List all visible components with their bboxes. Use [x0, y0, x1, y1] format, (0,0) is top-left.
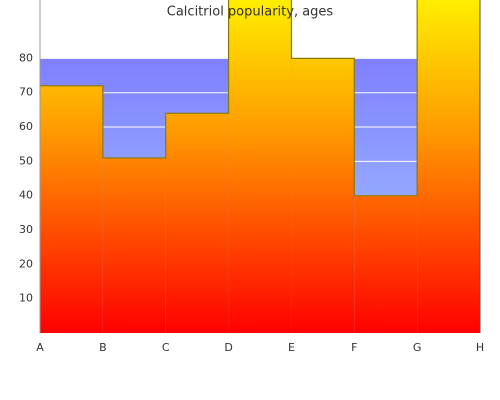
plot-area — [40, 0, 480, 333]
y-tick-label: 70 — [19, 86, 33, 99]
y-tick-label: 20 — [19, 257, 33, 270]
y-tick-label: 60 — [19, 120, 33, 133]
step-bar — [165, 113, 229, 333]
y-tick-label: 10 — [19, 292, 33, 305]
step-outline — [40, 0, 418, 197]
x-tick-label: C — [162, 341, 170, 354]
x-tick-label: G — [413, 341, 422, 354]
step-bar — [417, 0, 480, 333]
x-tick-label: F — [351, 341, 357, 354]
step-bar — [102, 157, 166, 333]
x-tick-label: A — [36, 341, 44, 354]
x-tick-label: B — [99, 341, 107, 354]
x-tick-label: H — [476, 341, 484, 354]
step-bar — [228, 0, 292, 333]
step-bar — [40, 85, 103, 333]
y-tick-label: 50 — [19, 154, 33, 167]
step-bar — [354, 195, 418, 333]
step-bar — [291, 58, 355, 333]
x-tick-label: E — [288, 341, 295, 354]
y-tick-label: 80 — [19, 51, 33, 64]
x-tick-label: D — [224, 341, 232, 354]
y-tick-label: 40 — [19, 189, 33, 202]
chart-title: Calcitriol popularity, ages — [167, 5, 334, 20]
y-tick-label: 30 — [19, 223, 33, 236]
